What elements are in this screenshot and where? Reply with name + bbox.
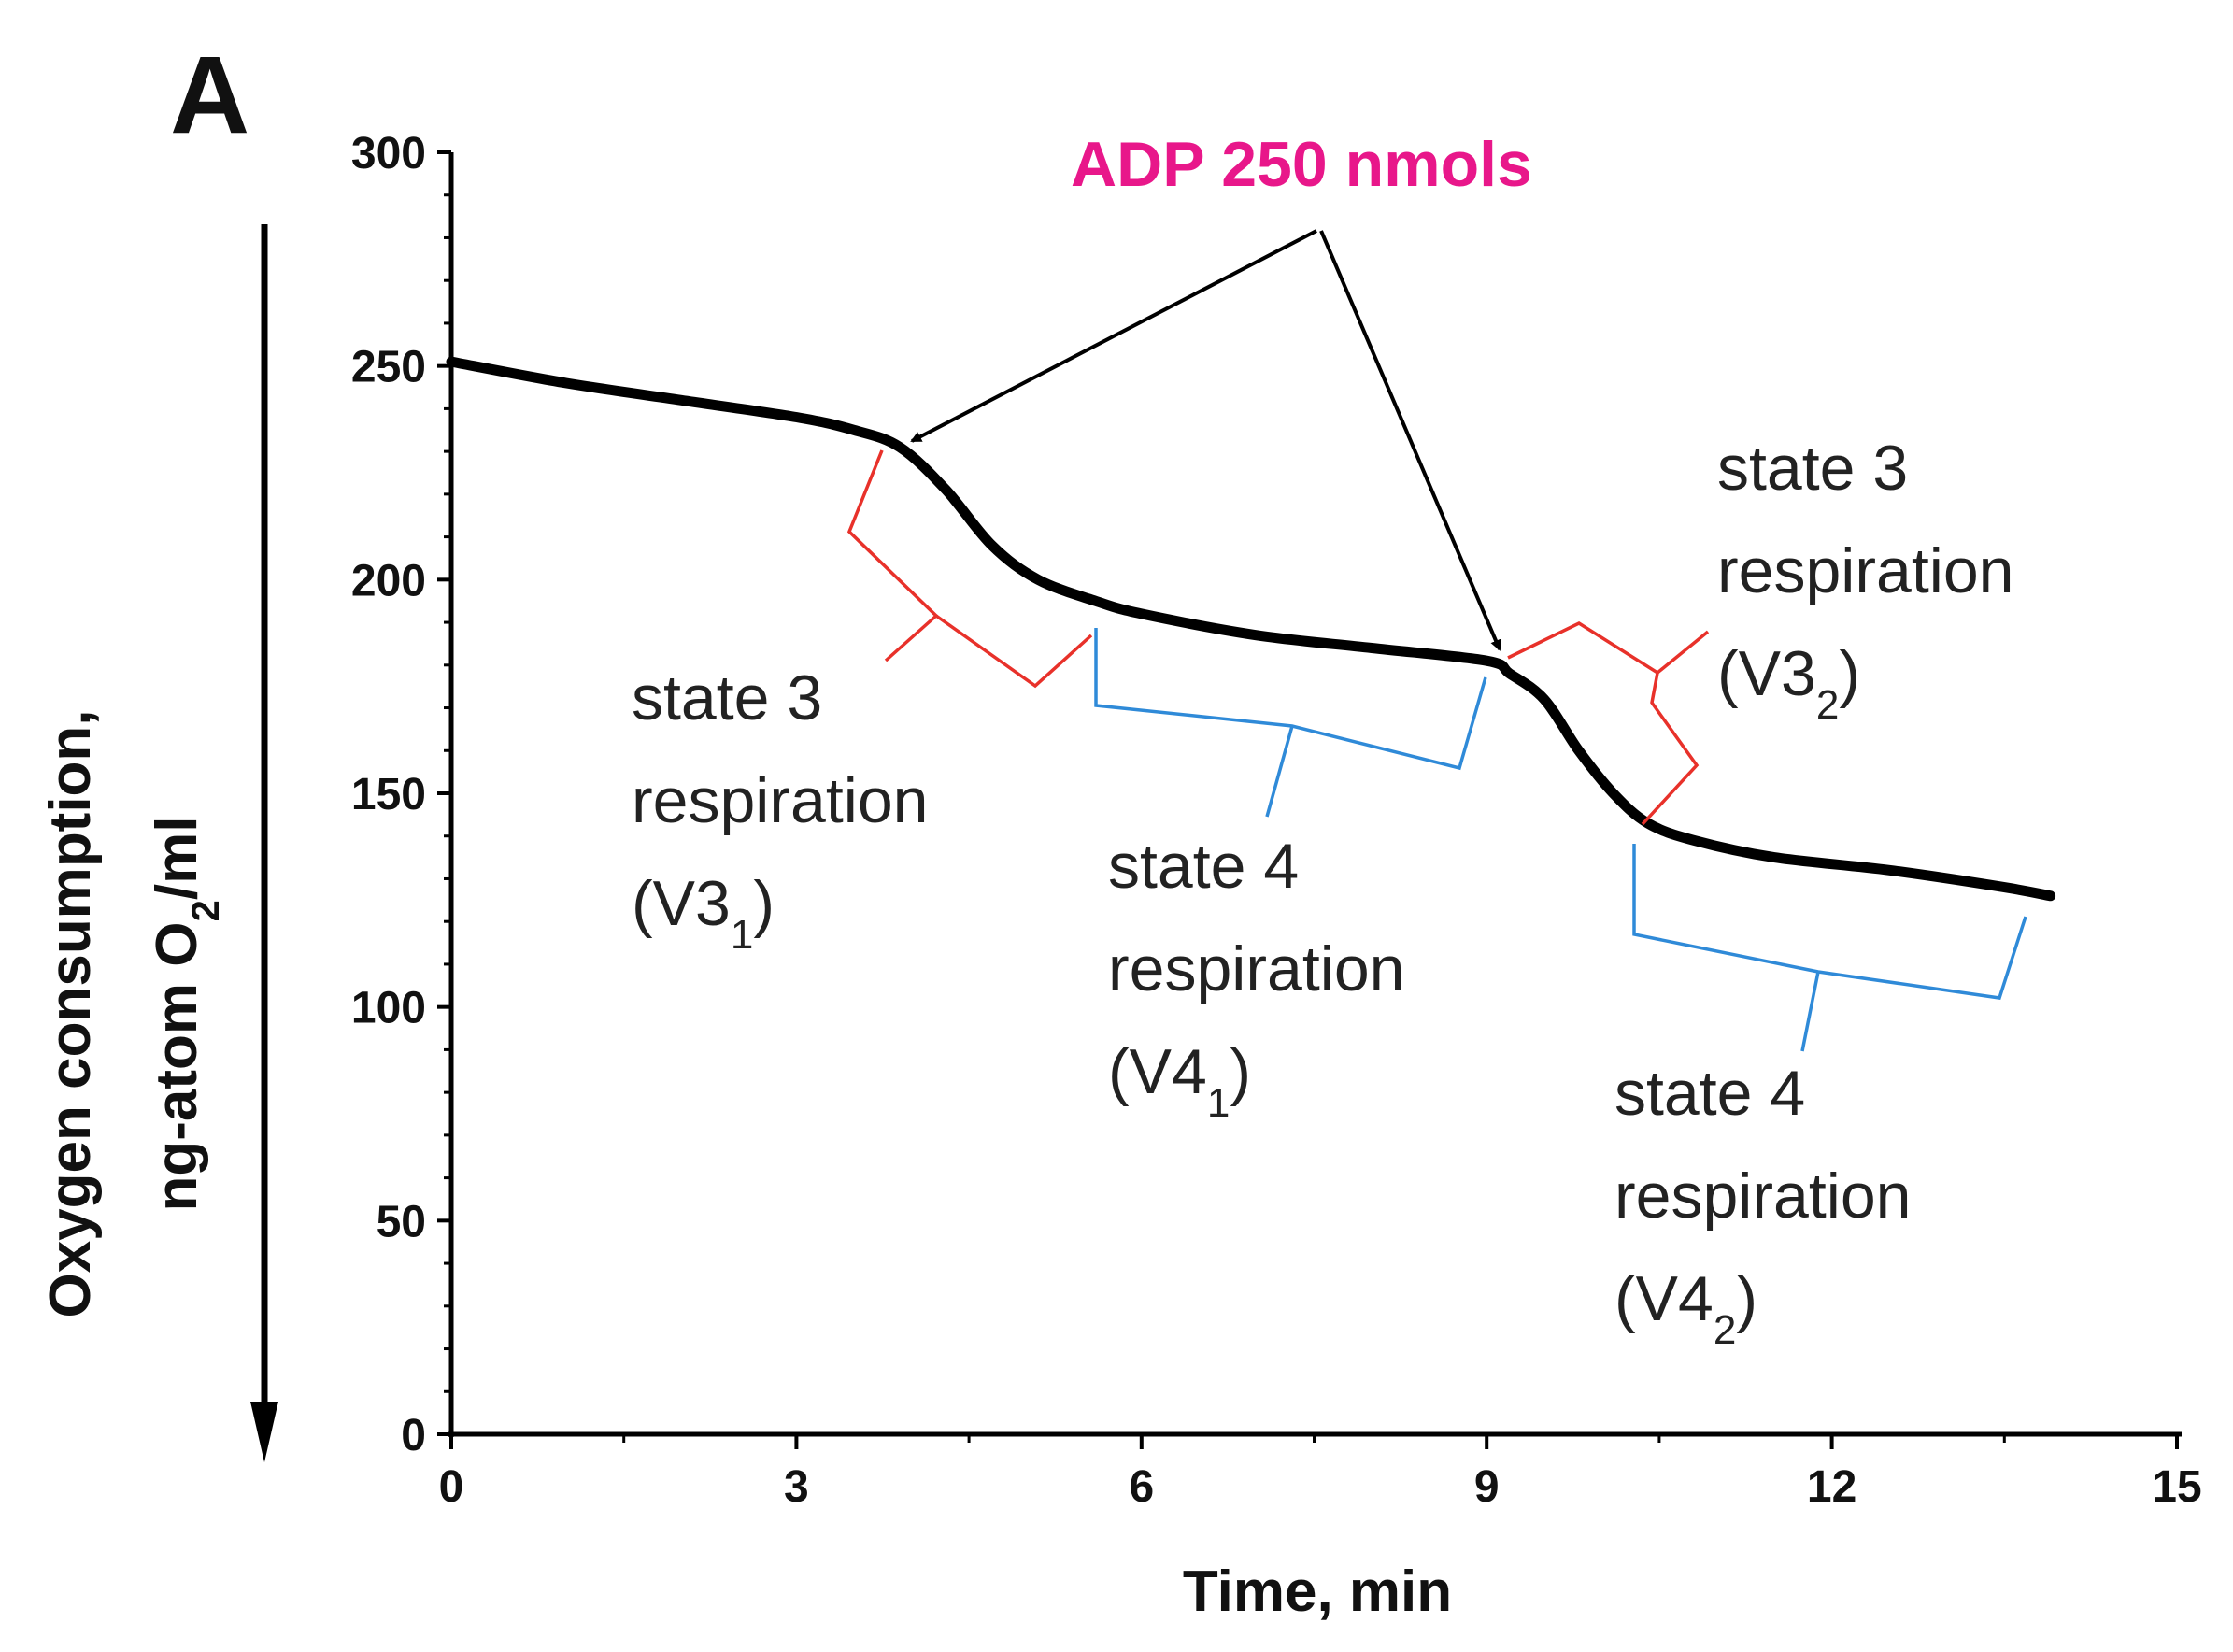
x-tick-label: 0 [439, 1462, 464, 1512]
bracket-state-4-respiration-2 [1632, 844, 2027, 1052]
x-tick-label: 6 [1129, 1462, 1154, 1512]
y-tick-label: 150 [351, 770, 426, 819]
x-tick-label: 12 [1807, 1462, 1856, 1512]
y-axis-title-subscript: 2 [183, 900, 227, 921]
bracket-state-4-respiration-1 [1094, 628, 1487, 818]
y-axis-title-line2: ng-atom O2/ml [145, 817, 227, 1212]
x-tick-label: 3 [784, 1462, 809, 1512]
y-tick-label: 50 [377, 1197, 426, 1246]
x-ticks: 0 3 6 9 12 15 [439, 1434, 2202, 1512]
y-tick-label: 200 [351, 556, 426, 605]
bracket-state-3-respiration-2 [1507, 621, 1710, 826]
bracket-state-3-respiration-1 [846, 449, 1093, 689]
adp-label: ADP 250 nmols [1071, 129, 1532, 200]
down-arrow-icon [250, 224, 278, 1462]
x-axis-title: Time, min [1183, 1559, 1452, 1624]
adp-arrow-2 [1319, 230, 1501, 651]
x-tick-label: 9 [1474, 1462, 1500, 1512]
label-state-3-respiration-1: state 3 respiration (V31) [632, 662, 946, 958]
y-tick-label: 300 [351, 129, 426, 178]
adp-arrow-1 [910, 229, 1317, 443]
x-tick-label: 15 [2152, 1462, 2201, 1512]
label-state-4-respiration-2: state 4 respiration (V42) [1614, 1058, 1928, 1353]
y-ticks: 0 50 100 150 200 250 300 [351, 129, 451, 1460]
y-tick-label: 250 [351, 343, 426, 392]
y-tick-label: 0 [401, 1411, 426, 1460]
y-axis-title-line1: Oxygen consumption, [38, 709, 103, 1317]
y-tick-label: 100 [351, 984, 426, 1033]
label-state-3-respiration-2: state 3 respiration (V32) [1717, 433, 2031, 728]
panel-label: A [170, 34, 249, 157]
label-state-4-respiration-1: state 4 respiration (V41) [1108, 831, 1422, 1126]
oxygen-trace-line [446, 356, 2056, 902]
